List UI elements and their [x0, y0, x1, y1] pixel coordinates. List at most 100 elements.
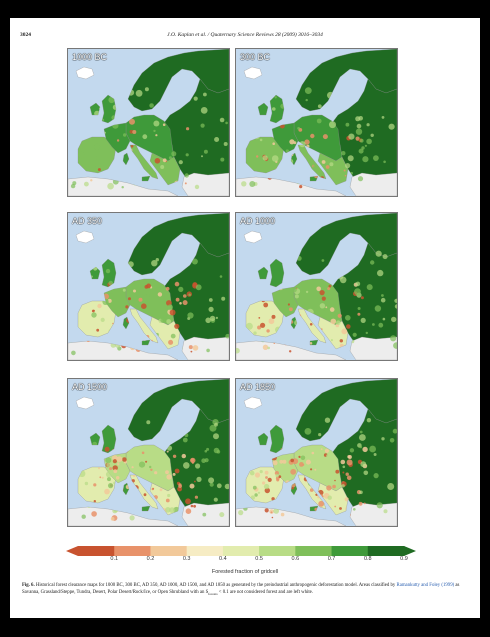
- clearance-patch: [306, 144, 310, 148]
- woodland-patch: [329, 162, 334, 167]
- woodland-patch: [344, 93, 349, 98]
- woodland-patch: [359, 434, 366, 441]
- clearance-patch: [321, 495, 324, 498]
- woodland-patch: [219, 117, 225, 123]
- woodland-patch: [360, 317, 366, 323]
- colorbar-tick-label: 0.9: [400, 556, 408, 562]
- clearance-patch: [299, 185, 303, 189]
- clearance-patch: [186, 127, 190, 131]
- clearance-patch: [325, 165, 330, 169]
- woodland-patch: [390, 335, 397, 342]
- citation-link[interactable]: Ramankutty and Foley (1999): [396, 583, 455, 588]
- land-north-africa: [68, 340, 179, 360]
- woodland-patch: [299, 141, 306, 148]
- clearance-patch: [256, 155, 259, 158]
- clearance-patch: [262, 481, 266, 485]
- clearance-patch: [310, 468, 313, 471]
- woodland-patch: [266, 133, 269, 136]
- clearance-patch: [165, 470, 169, 475]
- clearance-patch: [270, 511, 273, 514]
- clearance-patch: [143, 493, 147, 497]
- woodland-patch: [79, 296, 87, 304]
- woodland-patch: [236, 440, 239, 444]
- woodland-patch: [321, 437, 324, 440]
- woodland-patch: [206, 348, 210, 353]
- clearance-patch: [113, 469, 118, 474]
- woodland-patch: [242, 274, 250, 281]
- woodland-patch: [383, 509, 388, 514]
- woodland-patch: [275, 473, 279, 478]
- clearance-patch: [293, 343, 296, 346]
- clearance-patch: [261, 299, 265, 303]
- colorbar-segment: [186, 546, 224, 556]
- woodland-patch: [252, 485, 257, 490]
- land-ireland: [257, 266, 269, 280]
- woodland-patch: [245, 322, 253, 330]
- woodland-patch: [345, 315, 351, 321]
- woodland-patch: [369, 445, 376, 453]
- woodland-patch: [206, 447, 210, 451]
- clearance-patch: [104, 488, 110, 495]
- woodland-patch: [99, 502, 106, 509]
- woodland-patch: [195, 463, 201, 469]
- woodland-patch: [142, 134, 148, 140]
- clearance-patch: [113, 330, 118, 334]
- woodland-patch: [75, 320, 79, 323]
- land-italy: [297, 308, 327, 344]
- map-panel-1000bc: 1000 BC: [67, 48, 230, 197]
- woodland-patch: [378, 322, 384, 328]
- woodland-patch: [79, 433, 82, 436]
- woodland-patch: [327, 91, 334, 99]
- woodland-patch: [349, 448, 355, 453]
- woodland-patch: [169, 350, 175, 355]
- woodland-patch: [296, 451, 301, 456]
- clearance-patch: [154, 471, 158, 475]
- colorbar-tick-label: 0.7: [327, 556, 336, 562]
- land-italy: [129, 308, 159, 344]
- figure-number: Fig. 6.: [22, 583, 35, 588]
- woodland-patch: [238, 301, 242, 306]
- land-france: [103, 122, 131, 154]
- clearance-patch: [275, 168, 279, 172]
- colorbar-tick-label: 0.3: [182, 556, 191, 562]
- woodland-patch: [162, 348, 166, 352]
- woodland-patch: [127, 89, 135, 96]
- clearance-patch: [179, 302, 182, 305]
- woodland-patch: [350, 171, 353, 175]
- woodland-patch: [319, 303, 326, 309]
- woodland-patch: [188, 293, 191, 297]
- clearance-patch: [116, 139, 120, 142]
- clearance-patch: [253, 459, 260, 466]
- clearance-patch: [267, 174, 273, 180]
- woodland-patch: [219, 512, 225, 518]
- clearance-patch: [297, 314, 302, 319]
- woodland-patch: [77, 120, 83, 126]
- clearance-patch: [317, 347, 322, 352]
- woodland-patch: [336, 320, 341, 325]
- clearance-patch: [192, 345, 199, 351]
- clearance-patch: [165, 498, 170, 503]
- woodland-patch: [113, 481, 116, 485]
- woodland-patch: [112, 508, 118, 514]
- woodland-patch: [169, 507, 175, 513]
- clearance-patch: [335, 469, 340, 474]
- map-panel-ad1000: AD 1000: [235, 212, 398, 361]
- woodland-patch: [209, 315, 216, 322]
- clearance-patch: [309, 323, 313, 326]
- clearance-patch: [328, 284, 332, 288]
- woodland-patch: [381, 437, 385, 441]
- woodland-patch: [330, 435, 336, 441]
- clearance-patch: [271, 516, 274, 519]
- clearance-patch: [155, 134, 158, 137]
- woodland-patch: [295, 493, 302, 500]
- woodland-patch: [149, 465, 152, 469]
- clearance-patch: [111, 496, 118, 502]
- clearance-patch: [294, 493, 299, 498]
- clearance-patch: [125, 305, 129, 309]
- woodland-patch: [321, 259, 325, 262]
- map-panel-ad1850: AD 1850: [235, 378, 398, 527]
- clearance-patch: [165, 286, 170, 291]
- map-panel-ad1500: AD 1500: [67, 378, 230, 527]
- clearance-patch: [185, 508, 192, 514]
- clearance-patch: [331, 348, 335, 352]
